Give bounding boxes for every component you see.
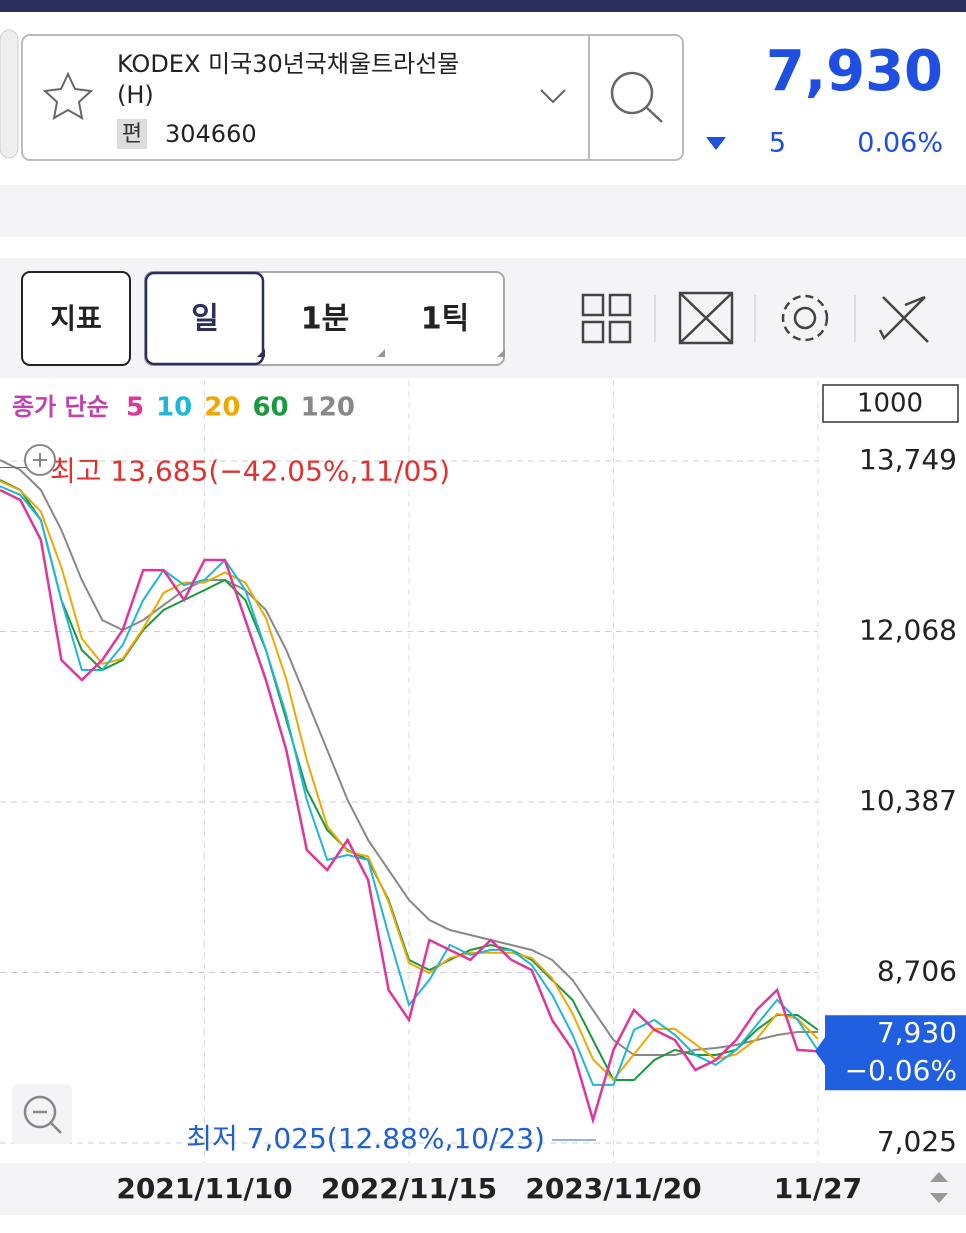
change: 5 xyxy=(769,128,786,159)
current-tag-pointer xyxy=(815,1037,825,1066)
search-icon-handle xyxy=(646,107,663,123)
x-tick-label: 11/27 xyxy=(774,1172,862,1205)
count-box[interactable] xyxy=(822,384,959,423)
legend-entry: 60 xyxy=(252,393,288,423)
favorite-star[interactable] xyxy=(42,71,94,120)
search-icon[interactable] xyxy=(610,71,654,115)
stock-name-suffix: (H) xyxy=(117,81,154,109)
status-bar xyxy=(0,0,966,12)
tab-corner xyxy=(257,349,265,357)
legend-entry: 20 xyxy=(204,393,240,423)
price: 7,930 xyxy=(766,39,943,104)
series-line xyxy=(0,485,819,1086)
low-label: 최저 7,025(12.88%,10/23) xyxy=(186,1122,545,1155)
current-change: −0.06% xyxy=(845,1054,957,1087)
x-tick-label: 2021/11/10 xyxy=(116,1172,292,1205)
current-price: 7,930 xyxy=(877,1016,957,1049)
zoom-out-bg xyxy=(12,1084,72,1144)
date-bar xyxy=(0,1163,966,1215)
period-selected[interactable] xyxy=(144,271,265,366)
x-tick-label: 2023/11/20 xyxy=(525,1172,701,1205)
y-tick-label: 10,387 xyxy=(859,784,957,817)
zoom-out[interactable] xyxy=(23,1095,57,1129)
settings-icon[interactable] xyxy=(793,306,817,330)
badge: 편 xyxy=(122,122,142,147)
period-tab[interactable]: 1틱 xyxy=(421,302,469,337)
count: 1000 xyxy=(857,389,923,419)
series-line xyxy=(0,488,819,1125)
layout-icon xyxy=(581,320,605,344)
tools-icon[interactable] xyxy=(878,295,929,343)
y-tick-label: 7,025 xyxy=(877,1125,957,1158)
expand-icon-x xyxy=(679,292,733,344)
stock-name: KODEX 미국30년국채울트라선물 xyxy=(117,50,459,78)
legend-title: 종가 단순 xyxy=(12,393,109,421)
zoom-in-plus xyxy=(33,453,47,467)
legend-entry: 10 xyxy=(156,393,192,423)
tab-corner xyxy=(497,349,505,357)
side-tab[interactable] xyxy=(0,29,19,159)
indicator-label: 지표 xyxy=(50,302,102,335)
y-tick-label: 12,068 xyxy=(859,614,957,647)
period-tab[interactable]: 일 xyxy=(191,302,219,337)
info-strip xyxy=(0,185,966,237)
legend-entry: 5 xyxy=(126,393,144,423)
layout-icon xyxy=(608,320,632,344)
y-tick-label: 13,749 xyxy=(859,443,957,476)
period-tab[interactable]: 1분 xyxy=(301,302,349,337)
settings-gear xyxy=(781,294,829,342)
high-label: 최고 13,685(−42.05%,11/05) xyxy=(50,455,450,488)
down-arrow xyxy=(706,137,726,150)
dropdown-chevron[interactable] xyxy=(540,89,566,104)
stock-code: 304660 xyxy=(165,120,257,148)
tab-corner xyxy=(377,349,385,357)
layout-icon xyxy=(608,293,632,317)
legend-entry: 120 xyxy=(301,393,355,423)
expand-icon[interactable] xyxy=(678,291,734,345)
series-line xyxy=(0,480,819,1082)
indicator-button[interactable] xyxy=(21,271,131,366)
y-tick-label: 8,706 xyxy=(877,955,957,988)
zoom-out-minus xyxy=(33,1110,62,1134)
series-line xyxy=(0,459,818,1056)
x-tick-label: 2022/11/15 xyxy=(321,1172,497,1205)
layout-icon[interactable] xyxy=(581,293,605,317)
current-tag xyxy=(825,1015,966,1091)
change-rate: 0.06% xyxy=(857,128,943,159)
badge-bg xyxy=(117,119,147,149)
scroll-arrows[interactable] xyxy=(930,1172,948,1203)
stock-box[interactable] xyxy=(21,34,684,161)
